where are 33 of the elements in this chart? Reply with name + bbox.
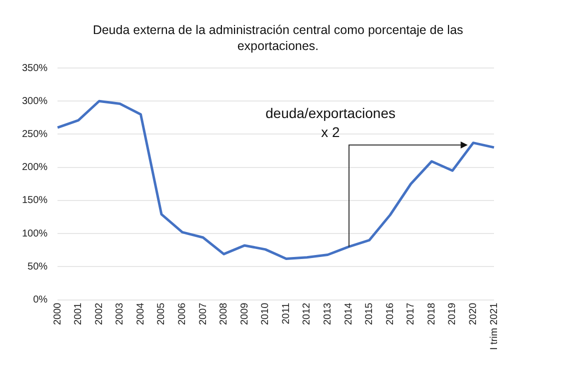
y-tick-label: 200% <box>22 162 48 174</box>
x-tick-label: 2004 <box>135 302 146 326</box>
x-tick-label: 2012 <box>302 302 313 326</box>
x-tick-label: 2016 <box>384 302 396 326</box>
x-tick-label: 2009 <box>239 302 250 326</box>
chart-title: Deuda externa de la administración central como porcentaje de las exportaciones. <box>92 22 464 54</box>
y-tick-label: 300% <box>22 96 48 107</box>
x-tick-label: 2007 <box>198 302 209 326</box>
y-tick-label: 50% <box>28 261 48 272</box>
x-tick-label: 2006 <box>177 302 188 326</box>
x-tick-label: 2015 <box>364 302 376 326</box>
annotation: x 2 <box>320 124 341 140</box>
annotation: deuda/exportaciones <box>264 104 397 121</box>
x-tick-label: 2005 <box>156 302 168 326</box>
x-tick-label: 2001 <box>73 302 84 326</box>
y-tick-label: 100% <box>22 228 48 240</box>
x-tick-label: 2003 <box>114 302 126 326</box>
x-tick-label: 2014 <box>343 302 354 326</box>
y-tick-label: 150% <box>22 195 48 206</box>
x-tick-label: 2020 <box>468 302 479 326</box>
x-tick-label: 2010 <box>260 302 272 326</box>
y-tick-label: 0% <box>33 294 48 306</box>
x-tick-label: 2002 <box>94 302 105 326</box>
x-tick-label: 2000 <box>52 302 64 326</box>
x-tick-label: 2017 <box>406 302 417 326</box>
x-tick-label: 2008 <box>218 302 230 326</box>
x-tick-label: I trim 2021 <box>488 302 500 350</box>
x-tick-label: 2013 <box>322 302 334 326</box>
x-tick-label: 2018 <box>426 302 438 326</box>
x-tick-label: 2011 <box>280 302 292 324</box>
x-tick-label: 2019 <box>447 302 458 326</box>
y-tick-label: 250% <box>22 128 48 140</box>
y-tick-label: 350% <box>22 62 48 74</box>
